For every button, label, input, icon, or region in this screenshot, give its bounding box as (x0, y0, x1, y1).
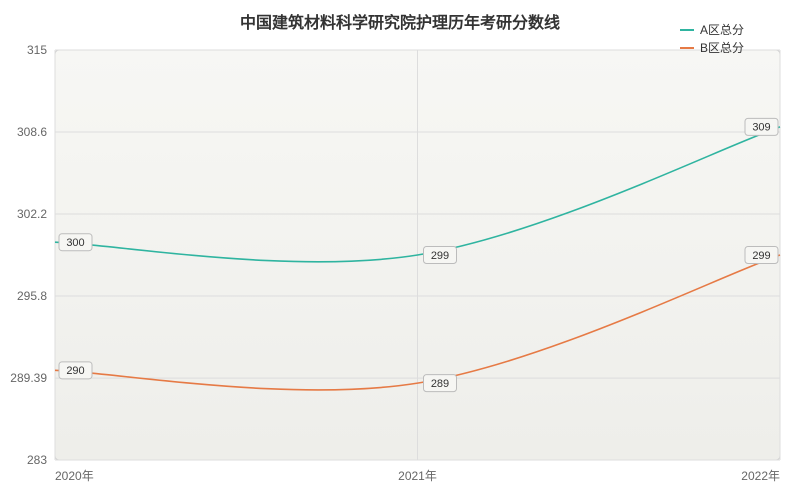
y-tick-label: 315 (27, 43, 47, 57)
x-tick-label: 2020年 (55, 469, 94, 483)
y-tick-label: 302.2 (17, 207, 47, 221)
y-tick-label: 289.39 (10, 371, 47, 385)
y-tick-label: 283 (27, 453, 47, 467)
data-label: 299 (431, 250, 449, 262)
legend-label[interactable]: B区总分 (700, 41, 744, 55)
chart-container: 283 289.39 295.8 302.2 308.6 315 2020年 2021年 202… (0, 0, 800, 500)
line-chart: 283 289.39 295.8 302.2 308.6 315 2020年 2021年 202… (0, 0, 800, 500)
data-label: 300 (66, 237, 84, 249)
data-label: 289 (431, 378, 449, 390)
legend-label[interactable]: A区总分 (700, 23, 744, 37)
x-tick-label: 2022年 (741, 469, 780, 483)
chart-title: 中国建筑材料科学研究院护理历年考研分数线 (240, 13, 560, 32)
data-label: 309 (752, 122, 770, 134)
data-label: 290 (66, 365, 84, 377)
x-tick-label: 2021年 (398, 469, 437, 483)
data-label: 299 (752, 250, 770, 262)
y-tick-label: 295.8 (17, 289, 47, 303)
y-tick-label: 308.6 (17, 125, 47, 139)
